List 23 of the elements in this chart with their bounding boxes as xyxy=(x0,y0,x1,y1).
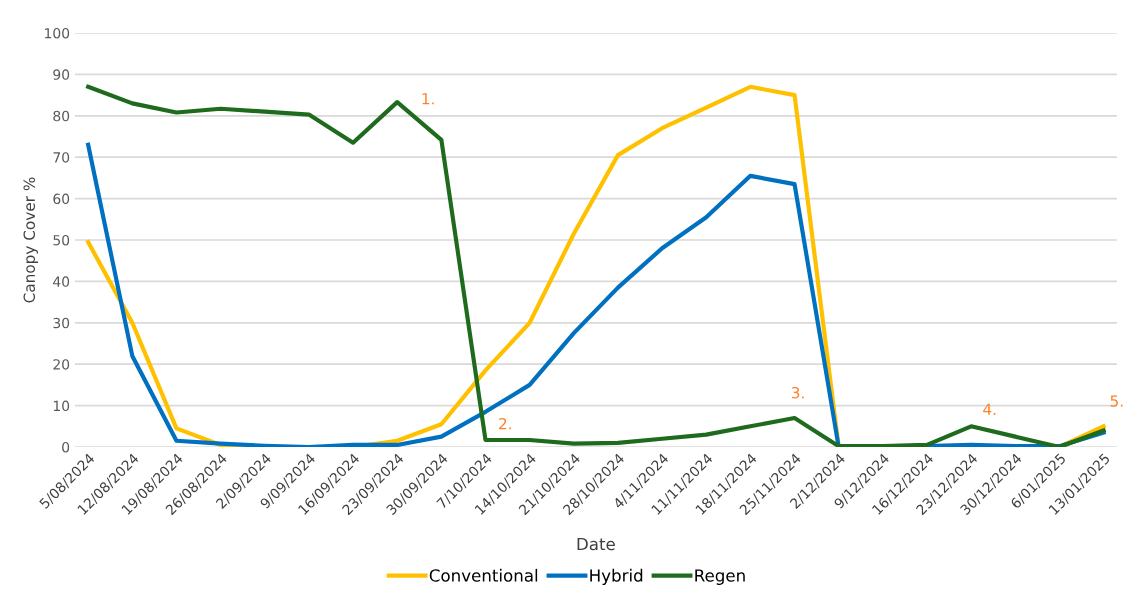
y-tick-label: 0 xyxy=(62,441,70,453)
y-tick-label: 90 xyxy=(53,69,70,80)
y-tick-label: 20 xyxy=(53,359,70,370)
x-axis-title: Date xyxy=(577,537,615,551)
y-tick-label: 50 xyxy=(53,234,70,246)
annotation: 4. xyxy=(983,403,996,415)
annotation: 1. xyxy=(422,93,434,105)
annotation: 3. xyxy=(791,386,804,399)
y-tick-label: 70 xyxy=(53,152,70,163)
legend-label: Hybrid xyxy=(590,568,643,585)
annotation: 2. xyxy=(499,417,511,430)
annotation: 5. xyxy=(1110,395,1123,407)
legend-label: Conventional xyxy=(429,568,538,582)
y-tick-label: 40 xyxy=(53,276,70,287)
legend-label: Regen xyxy=(695,569,745,585)
y-tick-label: 30 xyxy=(53,317,70,329)
y-axis-title: Canopy Cover % xyxy=(23,177,38,303)
y-tick-label: 100 xyxy=(45,27,70,39)
y-tick-label: 10 xyxy=(53,400,70,412)
y-tick-label: 80 xyxy=(53,110,70,122)
y-tick-label: 60 xyxy=(53,193,70,205)
line-series xyxy=(86,142,1106,447)
line-series xyxy=(86,84,1106,447)
